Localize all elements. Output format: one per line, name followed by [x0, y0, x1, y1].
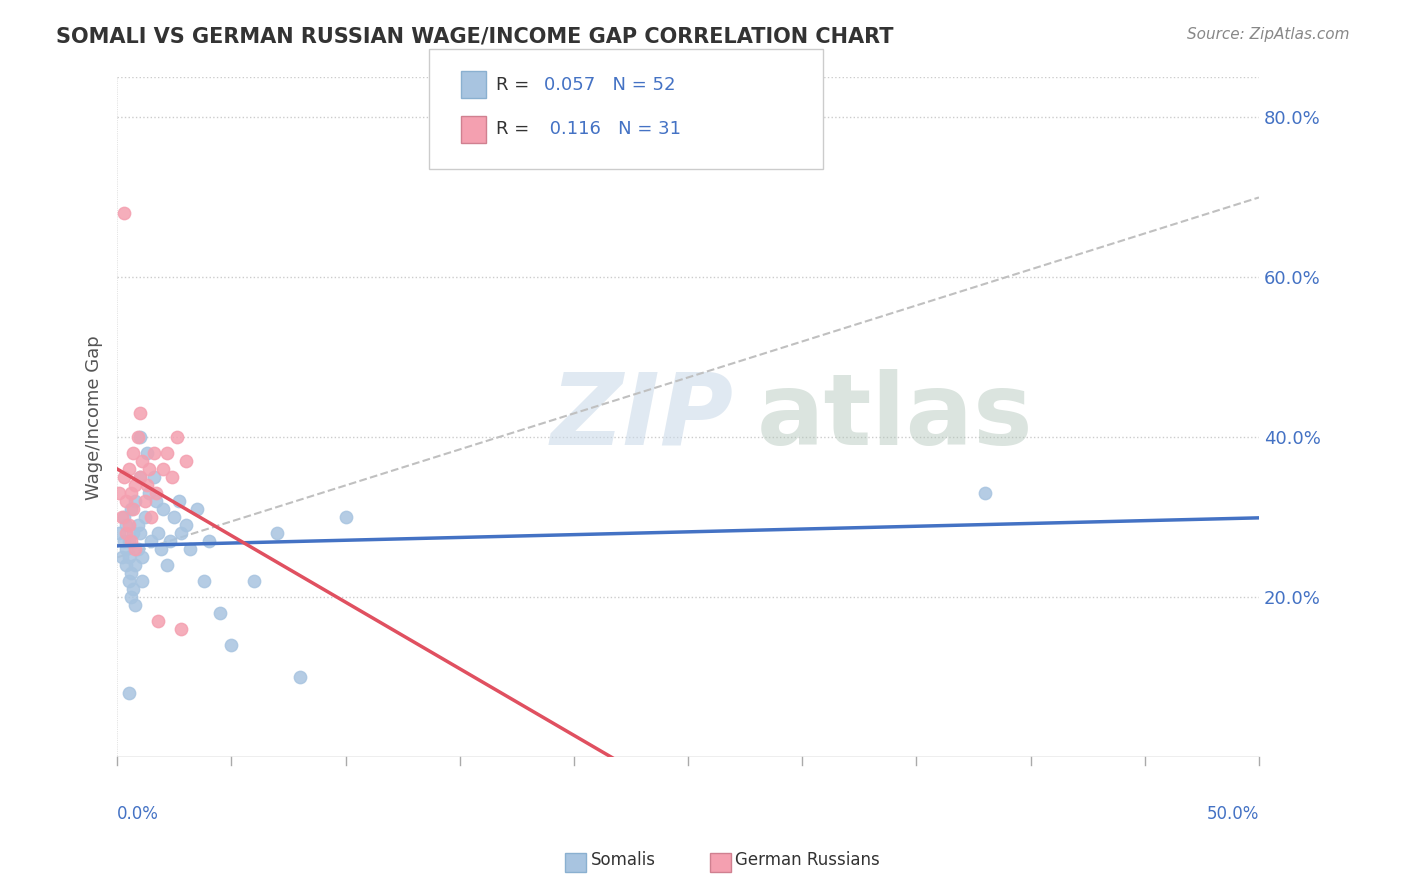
Text: German Russians: German Russians: [735, 851, 880, 869]
Point: [138, 462, 160, 476]
Text: 0.116   N = 31: 0.116 N = 31: [544, 120, 681, 138]
Y-axis label: Wage/Income Gap: Wage/Income Gap: [86, 335, 103, 500]
Point: [117, 550, 139, 565]
Point: [131, 550, 153, 565]
Text: SOMALI VS GERMAN RUSSIAN WAGE/INCOME GAP CORRELATION CHART: SOMALI VS GERMAN RUSSIAN WAGE/INCOME GAP…: [56, 27, 894, 46]
Point: [197, 534, 219, 549]
Point: [149, 542, 172, 557]
Point: [134, 510, 156, 524]
Point: [120, 502, 142, 516]
Point: [124, 599, 146, 613]
Point: [167, 494, 190, 508]
Text: 50.0%: 50.0%: [1206, 805, 1258, 823]
Point: [170, 623, 193, 637]
Point: [131, 574, 153, 589]
Point: [124, 478, 146, 492]
Point: [135, 478, 157, 492]
Text: R =: R =: [496, 76, 530, 94]
Point: [127, 542, 149, 557]
Point: [186, 502, 208, 516]
Point: [112, 206, 135, 220]
Point: [115, 526, 138, 541]
Text: Source: ZipAtlas.com: Source: ZipAtlas.com: [1187, 27, 1350, 42]
Point: [129, 526, 152, 541]
Text: R =: R =: [496, 120, 530, 138]
Point: [141, 510, 163, 524]
Point: [108, 526, 131, 541]
Point: [335, 510, 357, 524]
Point: [124, 542, 146, 557]
Point: [117, 518, 139, 533]
Point: [129, 470, 152, 484]
Point: [193, 574, 215, 589]
Point: [124, 558, 146, 573]
Point: [974, 486, 997, 500]
Point: [134, 494, 156, 508]
Point: [138, 486, 160, 500]
Point: [117, 686, 139, 700]
Point: [117, 534, 139, 549]
Point: [170, 526, 193, 541]
Point: [120, 591, 142, 605]
Point: [124, 494, 146, 508]
Point: [179, 542, 201, 557]
Point: [111, 550, 134, 565]
Point: [156, 446, 179, 460]
Point: [266, 526, 288, 541]
Point: [160, 470, 183, 484]
Point: [152, 462, 174, 476]
Point: [148, 615, 170, 629]
Point: [120, 486, 142, 500]
Point: [288, 670, 311, 684]
Text: ZIP: ZIP: [551, 369, 734, 466]
Point: [112, 470, 135, 484]
Point: [129, 430, 152, 444]
Point: [152, 502, 174, 516]
Point: [159, 534, 181, 549]
Point: [127, 430, 149, 444]
Point: [208, 607, 231, 621]
Point: [174, 454, 197, 468]
Point: [221, 639, 243, 653]
Point: [112, 510, 135, 524]
Text: 0.0%: 0.0%: [117, 805, 159, 823]
Point: [156, 558, 179, 573]
Point: [131, 454, 153, 468]
Point: [145, 494, 167, 508]
Point: [115, 518, 138, 533]
Point: [129, 406, 152, 420]
Point: [122, 526, 145, 541]
Point: [117, 574, 139, 589]
Point: [120, 566, 142, 581]
Point: [141, 534, 163, 549]
Point: [115, 558, 138, 573]
Point: [117, 462, 139, 476]
Point: [115, 542, 138, 557]
Point: [115, 494, 138, 508]
Text: atlas: atlas: [756, 369, 1033, 466]
Point: [122, 502, 145, 516]
Point: [145, 486, 167, 500]
Point: [142, 470, 165, 484]
Point: [243, 574, 266, 589]
Text: Somalis: Somalis: [591, 851, 655, 869]
Text: 0.057   N = 52: 0.057 N = 52: [544, 76, 676, 94]
Point: [129, 470, 152, 484]
Point: [127, 518, 149, 533]
Point: [120, 534, 142, 549]
Point: [166, 430, 188, 444]
Point: [122, 582, 145, 597]
Point: [163, 510, 186, 524]
Point: [112, 534, 135, 549]
Point: [108, 486, 131, 500]
Point: [142, 446, 165, 460]
Point: [148, 526, 170, 541]
Point: [174, 518, 197, 533]
Point: [135, 446, 157, 460]
Point: [122, 446, 145, 460]
Point: [111, 510, 134, 524]
